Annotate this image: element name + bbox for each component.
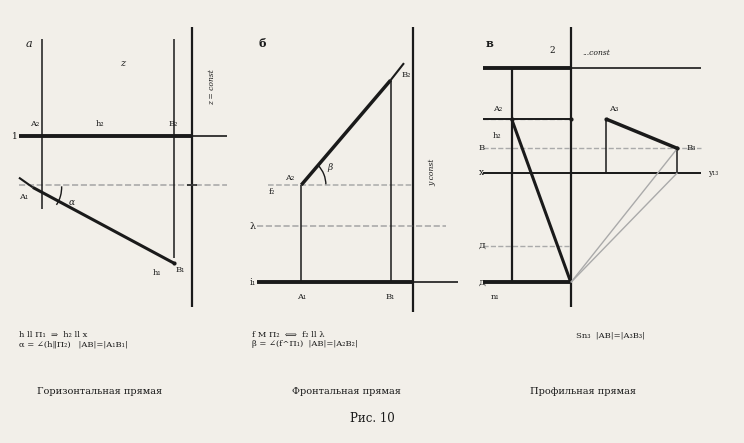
Text: h ll П₁  ⇒  h₂ ll x
α = ∠(h‖П₂)   |AB|=|A₁B₁|: h ll П₁ ⇒ h₂ ll x α = ∠(h‖П₂) |AB|=|A₁B₁… [19, 331, 128, 348]
Text: A₂: A₂ [493, 105, 502, 113]
Text: z: z [121, 58, 125, 68]
Text: ...const: ...const [583, 49, 611, 58]
Text: Д: Д [478, 278, 485, 287]
Text: Горизонтальная прямая: Горизонтальная прямая [37, 387, 162, 396]
Text: h₁: h₁ [153, 268, 161, 277]
Text: x: x [478, 168, 484, 177]
Text: y₁₃: y₁₃ [708, 169, 719, 177]
Text: n₁: n₁ [491, 293, 499, 301]
Text: y const: y const [429, 159, 437, 187]
Text: в: в [486, 38, 493, 49]
Text: 2: 2 [549, 47, 555, 55]
Text: f₂: f₂ [269, 188, 275, 196]
Text: h₂: h₂ [95, 120, 104, 128]
Text: A₃: A₃ [609, 105, 618, 113]
Text: A₂: A₂ [31, 120, 39, 128]
Text: б: б [259, 38, 266, 49]
Text: Рис. 10: Рис. 10 [350, 412, 394, 425]
Text: B₁: B₁ [176, 266, 185, 274]
Text: A₂: A₂ [286, 174, 295, 182]
Text: Д: Д [478, 242, 485, 250]
Text: i₁: i₁ [250, 278, 257, 287]
Text: B₁: B₁ [386, 293, 395, 301]
Text: f М П₂  ⟺  f₂ ll λ
β = ∠(f^П₁)  |AB|=|A₂B₂|: f М П₂ ⟺ f₂ ll λ β = ∠(f^П₁) |AB|=|A₂B₂| [252, 331, 358, 348]
Text: α: α [69, 198, 75, 206]
Text: B₃: B₃ [687, 144, 696, 152]
Text: B₂: B₂ [169, 120, 179, 128]
Text: λ: λ [250, 222, 256, 231]
Text: B: B [478, 144, 484, 152]
Text: B₂: B₂ [402, 71, 411, 79]
Text: β: β [327, 163, 333, 172]
Text: Фронтальная прямая: Фронтальная прямая [292, 387, 400, 396]
Text: z = const: z = const [208, 70, 216, 105]
Text: 1: 1 [12, 132, 18, 141]
Text: а: а [26, 39, 33, 49]
Text: Sn₃  |AB|=|A₃B₃|: Sn₃ |AB|=|A₃B₃| [576, 331, 644, 339]
Text: Профильная прямая: Профильная прямая [530, 387, 635, 396]
Text: A₁: A₁ [297, 293, 306, 301]
Text: A₁: A₁ [19, 193, 28, 201]
Text: h₂: h₂ [493, 132, 501, 140]
